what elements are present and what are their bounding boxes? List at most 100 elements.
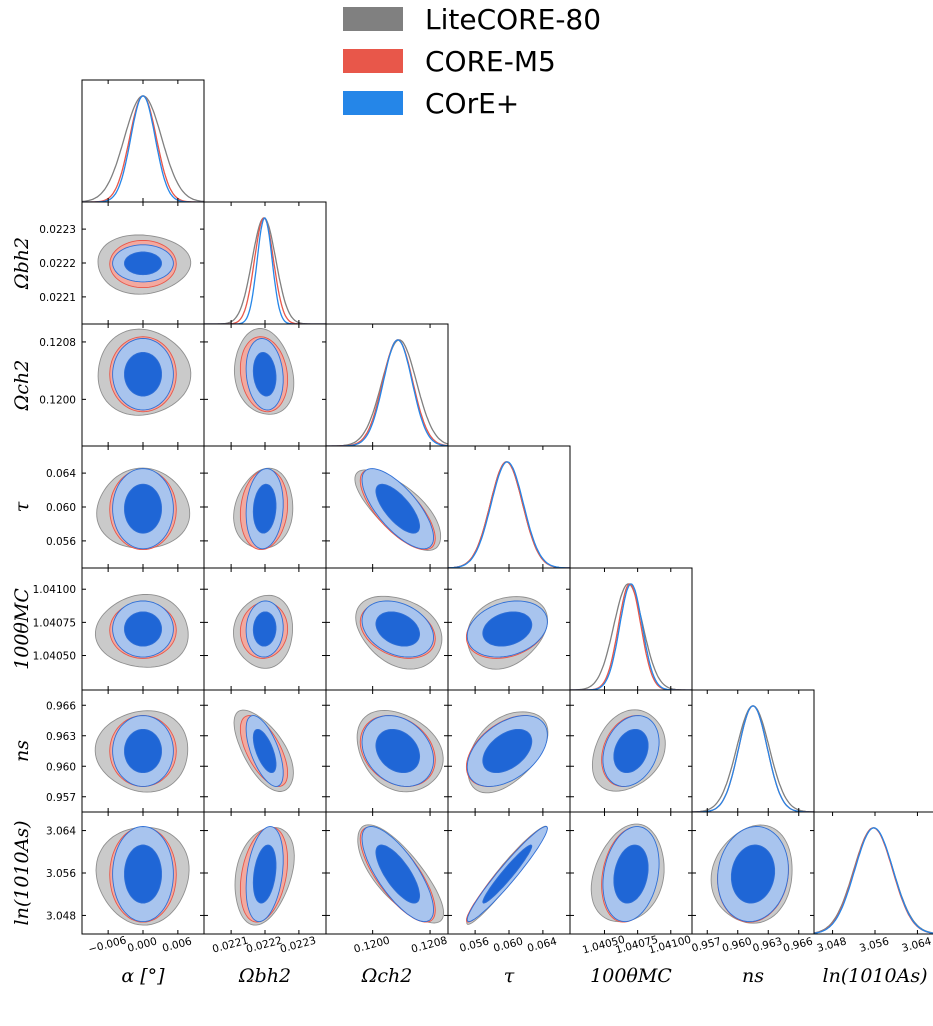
- panel-tau-logA: [447, 811, 571, 935]
- y-axis-label-tau: τ: [11, 501, 33, 512]
- panel-ombh2-ombh2: [203, 201, 327, 325]
- y-tick-label-theta: 1.04100: [33, 584, 76, 596]
- marginal-line-theta-1: [570, 583, 692, 690]
- panel-alpha-tau: [81, 445, 205, 569]
- y-tick-label-tau: 0.056: [46, 536, 76, 548]
- y-tick-label-omch2: 0.1200: [39, 394, 76, 406]
- y-axis-label-omch2: Ωch2: [11, 360, 33, 412]
- y-axis-label-logA: ln(1010As): [11, 821, 33, 926]
- y-tick-label-theta: 1.04050: [33, 651, 76, 663]
- marginal-line-logA-1: [814, 827, 933, 934]
- panel-theta-ns: [569, 689, 693, 813]
- x-tick-label-omch2: 0.1208: [410, 935, 449, 956]
- x-axis-label-tau: τ: [504, 965, 515, 987]
- legend-label-0: LiteCORE-80: [425, 3, 601, 36]
- marginal-line-ns-2: [692, 705, 814, 812]
- y-tick-label-logA: 3.064: [46, 826, 76, 838]
- contour-ombh2-logA-2-inner: [252, 844, 277, 904]
- panel-ns-logA: [691, 811, 815, 935]
- x-tick-label-ns: 0.960: [721, 935, 753, 954]
- panel-tau-tau: [447, 445, 571, 569]
- contour-omch2-ns-2-inner: [375, 728, 421, 774]
- legend-swatch-1: [343, 49, 403, 73]
- marginal-line-tau-2: [448, 461, 570, 568]
- y-tick-label-ombh2: 0.0221: [39, 292, 76, 304]
- legend: LiteCORE-80 CORE-M5 COrE+: [343, 3, 601, 120]
- marginal-line-alpha-1: [82, 95, 204, 202]
- marginal-line-ns-1: [692, 705, 814, 812]
- y-tick-label-theta: 1.04075: [33, 617, 76, 629]
- contour-alpha-ns-2-inner: [124, 728, 162, 774]
- panel-logA-logA: [813, 811, 933, 935]
- panel-ombh2-logA: [203, 811, 327, 935]
- contour-ombh2-tau-2-inner: [252, 483, 277, 534]
- x-tick-label-tau: 0.056: [458, 935, 490, 954]
- y-axis-label-theta: 100θMC: [11, 588, 33, 670]
- x-tick-label-ns: 0.957: [690, 935, 722, 954]
- panel-ombh2-tau: [203, 445, 327, 569]
- marginal-line-omch2-1: [326, 339, 448, 446]
- y-tick-label-tau: 0.060: [46, 502, 76, 514]
- contour-omch2-theta-2-inner: [375, 611, 421, 647]
- contour-tau-ns-2-inner: [482, 728, 533, 774]
- panel-theta-logA: [569, 811, 693, 935]
- panel-frame: [203, 201, 327, 325]
- marginal-line-tau-0: [448, 461, 570, 568]
- marginal-line-alpha-0: [82, 95, 204, 202]
- x-axis-label-ns: ns: [742, 965, 764, 987]
- x-axis-label-logA: ln(1010As): [823, 965, 928, 987]
- panel-alpha-ns: [81, 689, 205, 813]
- panel-frame: [813, 811, 933, 935]
- y-axis-label-ns: ns: [11, 740, 33, 762]
- panel-alpha-alpha: [81, 79, 205, 203]
- x-axis-label-alpha: α [°]: [121, 965, 165, 987]
- contour-omch2-logA-2-inner: [375, 844, 421, 904]
- x-tick-label-alpha: 0.006: [161, 935, 193, 954]
- legend-swatch-0: [343, 7, 403, 31]
- y-tick-label-logA: 3.056: [46, 868, 76, 880]
- contour-ombh2-theta-2-inner: [252, 611, 277, 647]
- marginal-line-tau-1: [448, 461, 570, 568]
- marginal-line-theta-2: [570, 583, 692, 690]
- y-tick-label-ns: 0.957: [46, 792, 76, 804]
- contour-alpha-omch2-2-inner: [124, 351, 162, 397]
- y-tick-label-tau: 0.064: [46, 468, 76, 480]
- panel-frame: [81, 79, 205, 203]
- x-tick-label-tau: 0.060: [492, 935, 524, 954]
- x-tick-label-ns: 0.966: [782, 935, 814, 954]
- x-tick-label-logA: 3.048: [816, 935, 848, 954]
- legend-label-2: COrE+: [425, 87, 519, 120]
- marginal-line-ombh2-1: [204, 217, 326, 324]
- marginal-line-ombh2-2: [204, 217, 326, 324]
- x-tick-label-omch2: 0.1200: [353, 935, 392, 956]
- contour-ns-logA-2-inner: [730, 844, 776, 904]
- panel-omch2-logA: [325, 811, 449, 935]
- y-tick-label-ns: 0.963: [46, 731, 76, 743]
- marginal-line-omch2-0: [326, 339, 448, 446]
- marginal-line-logA-2: [814, 827, 933, 934]
- y-tick-label-logA: 3.048: [46, 910, 76, 922]
- marginal-line-omch2-2: [326, 339, 448, 446]
- contour-ombh2-ns-2-inner: [252, 728, 277, 774]
- x-tick-label-tau: 0.064: [526, 935, 558, 954]
- contour-ombh2-omch2-2-inner: [252, 351, 277, 397]
- x-tick-label-alpha: −0.006: [87, 934, 128, 956]
- panel-omch2-ns: [325, 689, 449, 813]
- x-tick-label-ombh2: 0.0222: [245, 935, 284, 956]
- contour-omch2-tau-2-inner: [375, 483, 421, 534]
- x-tick-label-ns: 0.963: [751, 935, 783, 954]
- legend-swatch-2: [343, 91, 403, 115]
- contour-alpha-ombh2-2-inner: [124, 251, 162, 276]
- x-tick-label-ombh2: 0.0221: [211, 935, 250, 956]
- marginal-line-alpha-2: [82, 95, 204, 202]
- marginal-line-logA-0: [814, 827, 933, 934]
- panel-omch2-tau: [325, 445, 449, 569]
- panel-omch2-omch2: [325, 323, 449, 447]
- panel-omch2-theta: [325, 567, 449, 691]
- panel-ombh2-omch2: [203, 323, 327, 447]
- panel-frame: [325, 323, 449, 447]
- contour-theta-logA-2-inner: [613, 844, 649, 904]
- panel-ombh2-theta: [203, 567, 327, 691]
- x-tick-label-alpha: 0.000: [126, 935, 158, 954]
